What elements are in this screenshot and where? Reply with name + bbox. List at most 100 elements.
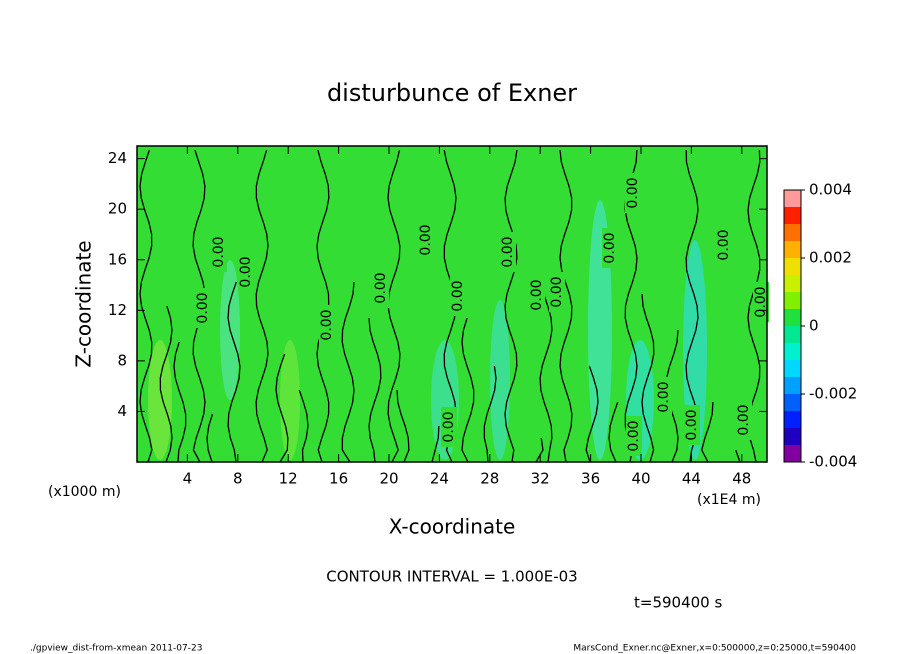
contour-line	[275, 353, 289, 463]
y-tick-label: 4	[117, 402, 127, 420]
contour-label: 0.00	[716, 229, 732, 260]
colorbar-band	[784, 394, 801, 411]
plot-frame	[136, 145, 768, 463]
contour-label-bg	[529, 275, 545, 315]
contour-label: 0.00	[529, 279, 545, 310]
colorbar-tick-label: 0.002	[809, 249, 852, 267]
time-label: t=590400 s	[634, 594, 722, 612]
contour-label: 0.00	[736, 404, 752, 435]
contour-label: 0.00	[319, 309, 335, 340]
y-tick-label: 24	[108, 149, 127, 167]
footer-right: MarsCond_Exner.nc@Exner,x=0:500000,z=0:2…	[573, 644, 856, 654]
x-tick-label: 24	[430, 470, 449, 488]
contour-label-bg	[625, 173, 641, 213]
contour-label-bg	[626, 416, 642, 456]
x-unit-label: (x1E4 m)	[697, 492, 761, 508]
x-tick-label: 32	[531, 470, 550, 488]
contour-line	[341, 281, 355, 463]
contour-label-bg	[656, 377, 672, 417]
contour-line	[535, 437, 544, 463]
contour-label: 0.00	[373, 272, 389, 303]
colorbar-band	[784, 241, 801, 258]
contour-line	[735, 449, 741, 463]
y-tick-label: 20	[108, 200, 127, 218]
contour-label: 0.00	[684, 409, 700, 440]
y-axis-label: Z-coordinate	[72, 240, 96, 367]
colorbar-tick-label: -0.002	[809, 385, 857, 403]
colorbar-band	[784, 309, 801, 326]
contour-line	[368, 317, 382, 463]
x-tick-label: 4	[183, 470, 193, 488]
contour-label: 0.00	[418, 224, 434, 255]
shading	[280, 340, 300, 460]
colorbar-tick-label: 0.004	[809, 181, 852, 199]
contour-label-bg	[238, 252, 254, 292]
contour-label-bg	[211, 232, 227, 272]
colorbar-band	[784, 207, 801, 224]
contour-label-bg	[753, 282, 769, 322]
colorbar-band	[784, 411, 801, 428]
contour-line	[585, 365, 599, 463]
contour-line	[298, 389, 309, 463]
contour-label-bg	[450, 276, 466, 316]
y-tick-label: 8	[117, 351, 127, 369]
contour-label: 0.00	[656, 381, 672, 412]
contour-label: 0.00	[211, 236, 227, 267]
contour-label: 0.00	[549, 276, 565, 307]
contour-label: 0.00	[441, 411, 457, 442]
colorbar-band	[784, 275, 801, 292]
contour-label: 0.00	[626, 420, 642, 451]
y-tick-label: 12	[108, 301, 127, 319]
colorbar-band	[784, 224, 801, 241]
contour-line	[539, 293, 553, 463]
contour-line	[159, 305, 173, 463]
contour-label-bg	[684, 405, 700, 445]
contour-line	[608, 401, 619, 463]
contour-label-bg	[441, 407, 457, 447]
colorbar-band	[784, 258, 801, 275]
contour-label-bg	[549, 272, 565, 312]
contour-label-bg	[736, 400, 752, 440]
contour-line	[206, 413, 214, 463]
contour-label-bg	[500, 232, 516, 272]
contour-line	[173, 341, 187, 463]
contour-label: 0.00	[602, 232, 618, 263]
contour-line	[559, 149, 573, 463]
contour-line	[255, 149, 269, 463]
contour-label: 0.00	[450, 280, 466, 311]
contour-line	[504, 149, 518, 463]
contour-label: 0.00	[238, 256, 254, 287]
colorbar-tick-label: -0.004	[809, 453, 857, 471]
x-tick-label: 8	[233, 470, 243, 488]
colorbar-band	[784, 326, 801, 343]
contour-label-bg	[602, 228, 618, 268]
x-tick-label: 20	[379, 470, 398, 488]
x-tick-label: 40	[631, 470, 650, 488]
x-tick-label: 48	[732, 470, 751, 488]
x-tick-label: 28	[480, 470, 499, 488]
contour-line	[701, 401, 714, 463]
contour-line	[641, 293, 655, 463]
contour-interval: CONTOUR INTERVAL = 1.000E-03	[326, 568, 577, 586]
contour-label-bg	[716, 225, 732, 265]
contour-label-bg	[195, 288, 211, 328]
colorbar-band	[784, 445, 801, 462]
contour-label: 0.00	[500, 236, 516, 267]
contour-line	[227, 281, 241, 463]
contour-line	[461, 317, 475, 463]
x-tick-label: 12	[279, 470, 298, 488]
contour-line	[431, 425, 440, 463]
colorbar-band	[784, 360, 801, 377]
contour-label-bg	[418, 220, 434, 260]
contour-label: 0.00	[625, 177, 641, 208]
x-tick-label: 44	[682, 470, 701, 488]
colorbar-band	[784, 190, 801, 207]
footer-left: ./gpview_dist-from-xmean 2011-07-23	[30, 644, 202, 654]
contour-line	[139, 149, 153, 463]
x-axis-label: X-coordinate	[389, 515, 516, 539]
x-tick-label: 16	[329, 470, 348, 488]
colorbar-band	[784, 377, 801, 394]
colorbar-band	[784, 428, 801, 445]
contour-label-bg	[319, 305, 335, 345]
contour-label-bg	[373, 268, 389, 308]
